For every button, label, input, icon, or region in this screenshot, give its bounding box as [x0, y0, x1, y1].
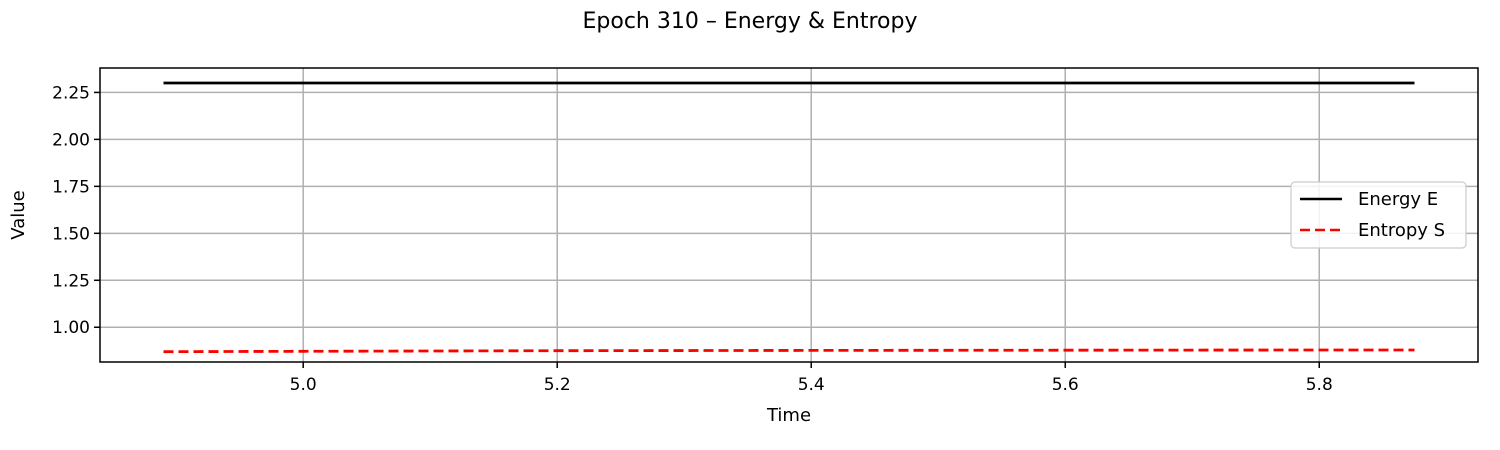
- x-tick-label: 5.0: [290, 375, 317, 395]
- x-tick-label: 5.2: [544, 375, 571, 395]
- plot-lines: [163, 81, 1415, 354]
- axis-ticks: 5.0 5.2 5.4 5.6 5.8 1.00 1.25 1.50 1.75 2.00 2.25: [52, 83, 1333, 395]
- y-tick-label: 1.00: [52, 318, 90, 338]
- series-line-entropy-s: [163, 348, 1415, 354]
- y-axis-label: Value: [8, 190, 29, 239]
- legend: Energy E Entropy S: [1290, 181, 1467, 249]
- y-tick-label: 1.50: [52, 224, 90, 244]
- legend-label-energy: Energy E: [1358, 189, 1438, 210]
- legend-label-entropy: Entropy S: [1358, 220, 1445, 241]
- x-tick-label: 5.4: [798, 375, 825, 395]
- y-tick-label: 1.25: [52, 271, 90, 291]
- y-tick-label: 2.00: [52, 130, 90, 150]
- y-tick-label: 2.25: [52, 83, 90, 103]
- chart-title: Epoch 310 – Energy & Entropy: [583, 9, 918, 34]
- x-axis-label: Time: [766, 405, 811, 426]
- y-tick-label: 1.75: [52, 177, 90, 197]
- x-tick-label: 5.6: [1052, 375, 1079, 395]
- grid: [100, 68, 1478, 362]
- plot-frame: [99, 67, 1479, 363]
- x-tick-label: 5.8: [1306, 375, 1333, 395]
